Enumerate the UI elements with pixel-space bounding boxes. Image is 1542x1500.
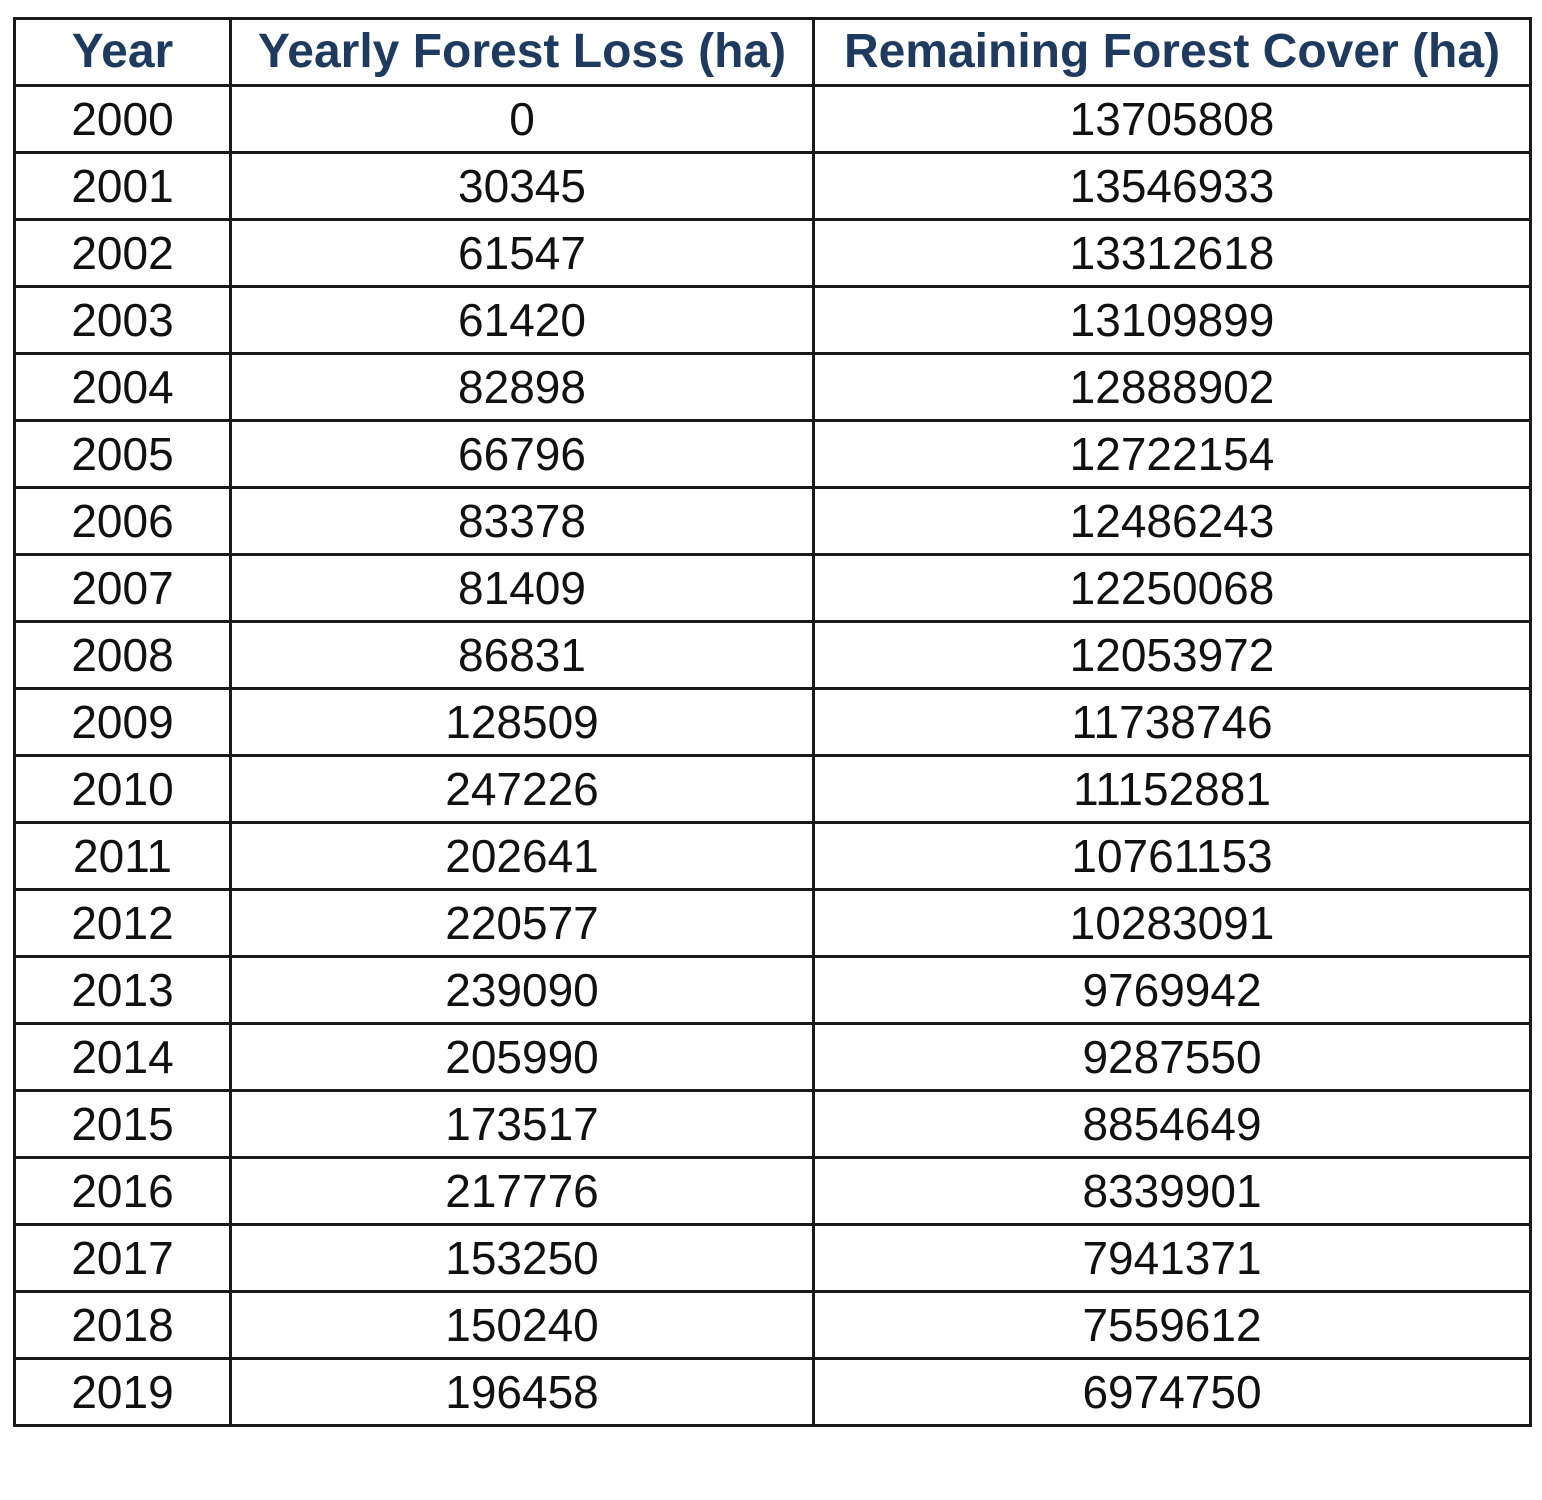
cell-remaining-forest-cover: 13312618 [812, 218, 1532, 288]
cell-yearly-forest-loss: 205990 [229, 1022, 815, 1092]
cell-yearly-forest-loss: 150240 [229, 1290, 815, 1360]
table-row: 2009 128509 11738746 [13, 687, 1532, 757]
cell-year: 2018 [13, 1290, 232, 1360]
column-header-yearly-forest-loss: Yearly Forest Loss (ha) [229, 17, 815, 87]
cell-remaining-forest-cover: 8339901 [812, 1156, 1532, 1226]
cell-year: 2017 [13, 1223, 232, 1293]
cell-yearly-forest-loss: 83378 [229, 486, 815, 556]
cell-remaining-forest-cover: 7559612 [812, 1290, 1532, 1360]
table-row: 2013 239090 9769942 [13, 955, 1532, 1025]
cell-year: 2014 [13, 1022, 232, 1092]
table-row: 2001 30345 13546933 [13, 151, 1532, 221]
table-row: 2011 202641 10761153 [13, 821, 1532, 891]
cell-yearly-forest-loss: 239090 [229, 955, 815, 1025]
table-row: 2005 66796 12722154 [13, 419, 1532, 489]
table-row: 2008 86831 12053972 [13, 620, 1532, 690]
cell-yearly-forest-loss: 30345 [229, 151, 815, 221]
table-row: 2006 83378 12486243 [13, 486, 1532, 556]
cell-yearly-forest-loss: 173517 [229, 1089, 815, 1159]
cell-remaining-forest-cover: 12888902 [812, 352, 1532, 422]
table-row: 2018 150240 7559612 [13, 1290, 1532, 1360]
table-row: 2017 153250 7941371 [13, 1223, 1532, 1293]
cell-remaining-forest-cover: 12053972 [812, 620, 1532, 690]
cell-year: 2008 [13, 620, 232, 690]
table-row: 2000 0 13705808 [13, 84, 1532, 154]
table-header-row: Year Yearly Forest Loss (ha) Remaining F… [13, 17, 1532, 87]
table-row: 2004 82898 12888902 [13, 352, 1532, 422]
table-row: 2012 220577 10283091 [13, 888, 1532, 958]
table-row: 2016 217776 8339901 [13, 1156, 1532, 1226]
cell-remaining-forest-cover: 9287550 [812, 1022, 1532, 1092]
cell-year: 2010 [13, 754, 232, 824]
cell-yearly-forest-loss: 217776 [229, 1156, 815, 1226]
column-header-year: Year [13, 17, 232, 87]
cell-year: 2000 [13, 84, 232, 154]
cell-year: 2005 [13, 419, 232, 489]
cell-remaining-forest-cover: 8854649 [812, 1089, 1532, 1159]
cell-remaining-forest-cover: 12486243 [812, 486, 1532, 556]
cell-yearly-forest-loss: 86831 [229, 620, 815, 690]
cell-yearly-forest-loss: 153250 [229, 1223, 815, 1293]
cell-remaining-forest-cover: 13546933 [812, 151, 1532, 221]
cell-remaining-forest-cover: 9769942 [812, 955, 1532, 1025]
forest-data-table: Year Yearly Forest Loss (ha) Remaining F… [13, 17, 1532, 1427]
cell-year: 2012 [13, 888, 232, 958]
table-row: 2019 196458 6974750 [13, 1357, 1532, 1427]
table-row: 2015 173517 8854649 [13, 1089, 1532, 1159]
cell-yearly-forest-loss: 220577 [229, 888, 815, 958]
cell-year: 2013 [13, 955, 232, 1025]
cell-remaining-forest-cover: 11152881 [812, 754, 1532, 824]
cell-remaining-forest-cover: 7941371 [812, 1223, 1532, 1293]
table-row: 2002 61547 13312618 [13, 218, 1532, 288]
forest-data-table-container: Year Yearly Forest Loss (ha) Remaining F… [13, 17, 1532, 1427]
cell-yearly-forest-loss: 81409 [229, 553, 815, 623]
cell-yearly-forest-loss: 61420 [229, 285, 815, 355]
cell-year: 2002 [13, 218, 232, 288]
cell-year: 2003 [13, 285, 232, 355]
column-header-remaining-forest-cover: Remaining Forest Cover (ha) [812, 17, 1532, 87]
cell-remaining-forest-cover: 12722154 [812, 419, 1532, 489]
cell-remaining-forest-cover: 10761153 [812, 821, 1532, 891]
cell-yearly-forest-loss: 196458 [229, 1357, 815, 1427]
cell-year: 2009 [13, 687, 232, 757]
cell-year: 2001 [13, 151, 232, 221]
table-body: 2000 0 13705808 2001 30345 13546933 2002 61547 1… [13, 84, 1532, 1427]
cell-year: 2016 [13, 1156, 232, 1226]
cell-remaining-forest-cover: 6974750 [812, 1357, 1532, 1427]
cell-year: 2019 [13, 1357, 232, 1427]
cell-remaining-forest-cover: 11738746 [812, 687, 1532, 757]
cell-remaining-forest-cover: 13705808 [812, 84, 1532, 154]
cell-remaining-forest-cover: 13109899 [812, 285, 1532, 355]
cell-yearly-forest-loss: 66796 [229, 419, 815, 489]
cell-yearly-forest-loss: 61547 [229, 218, 815, 288]
cell-yearly-forest-loss: 0 [229, 84, 815, 154]
cell-yearly-forest-loss: 202641 [229, 821, 815, 891]
table-row: 2014 205990 9287550 [13, 1022, 1532, 1092]
table-row: 2007 81409 12250068 [13, 553, 1532, 623]
cell-yearly-forest-loss: 247226 [229, 754, 815, 824]
cell-year: 2015 [13, 1089, 232, 1159]
cell-year: 2011 [13, 821, 232, 891]
cell-year: 2007 [13, 553, 232, 623]
table-row: 2003 61420 13109899 [13, 285, 1532, 355]
cell-yearly-forest-loss: 128509 [229, 687, 815, 757]
table-row: 2010 247226 11152881 [13, 754, 1532, 824]
cell-year: 2006 [13, 486, 232, 556]
cell-year: 2004 [13, 352, 232, 422]
cell-yearly-forest-loss: 82898 [229, 352, 815, 422]
cell-remaining-forest-cover: 10283091 [812, 888, 1532, 958]
cell-remaining-forest-cover: 12250068 [812, 553, 1532, 623]
